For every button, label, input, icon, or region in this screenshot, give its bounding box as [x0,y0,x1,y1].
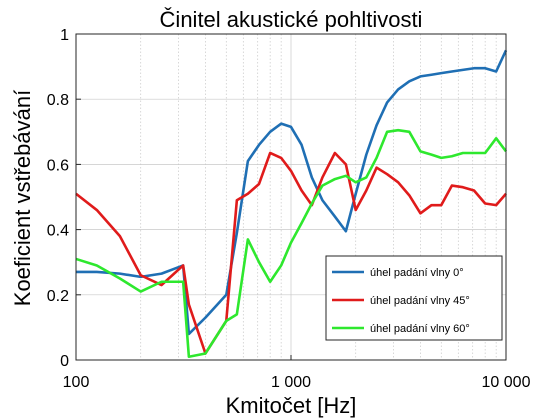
x-tick-label: 100 [63,374,90,391]
legend-label-2: úhel padání vlny 60° [370,323,470,335]
legend-box [325,255,503,341]
y-axis-label: Koeficient vstřebávání [10,90,35,306]
x-axis-label: Kmitočet [Hz] [226,393,357,418]
x-tick-label: 1 000 [271,374,311,391]
chart-title: Činitel akustické pohltivosti [160,7,423,32]
series-group [75,49,508,359]
y-tick-label: 0 [60,353,69,370]
ticks: 100 1 000 10 000 0 0.2 0.4 0.6 0.8 1 [47,27,531,391]
legend: úhel padání vlny 0° úhel padání vlny 45° ú… [325,255,503,341]
series-line-0 [76,49,508,336]
y-tick-label: 0.2 [47,288,69,305]
y-tick-label: 0.8 [47,92,69,109]
y-tick-label: 0.4 [47,223,69,240]
legend-label-0: úhel padání vlny 0° [370,267,464,279]
y-tick-label: 1 [60,27,69,44]
legend-label-1: úhel padání vlny 45° [370,295,470,307]
series-line-2 [75,128,508,359]
series-line-1 [75,151,507,355]
x-tick-label: 10 000 [482,374,531,391]
y-tick-label: 0.6 [47,157,69,174]
